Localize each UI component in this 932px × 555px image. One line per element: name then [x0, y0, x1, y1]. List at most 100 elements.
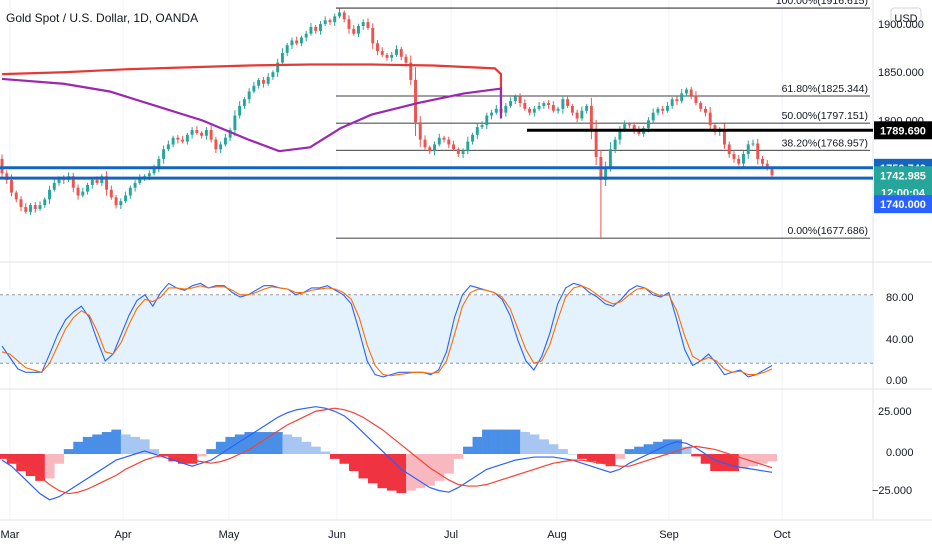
candle	[337, 8, 341, 19]
candle	[452, 140, 456, 152]
candle	[761, 156, 764, 168]
candle	[447, 136, 451, 149]
candle	[271, 70, 275, 80]
candle	[390, 52, 394, 62]
fib-level[interactable]: 100.00%(1916.615)	[336, 0, 870, 9]
candle	[285, 42, 289, 57]
candle	[656, 106, 660, 116]
fib-level-label: 100.00%(1916.615)	[776, 0, 868, 7]
candle	[328, 18, 332, 26]
candle	[423, 135, 427, 150]
candle	[689, 86, 693, 100]
candle	[204, 127, 208, 140]
macd-histogram-bar	[177, 454, 188, 464]
macd-histogram-bar	[63, 449, 74, 454]
price-badge-label: 1789.690	[880, 125, 926, 137]
fib-level[interactable]: 61.80%(1825.344)	[336, 83, 870, 97]
candle	[114, 195, 118, 209]
candle	[409, 55, 413, 86]
macd-histogram-bar	[396, 454, 407, 494]
candle	[547, 100, 551, 109]
support-resistance-lines[interactable]	[0, 128, 873, 180]
candle	[133, 180, 137, 192]
macd-histogram-bar	[567, 454, 578, 455]
candle	[504, 102, 508, 117]
time-tick-label: Oct	[773, 529, 790, 541]
currency-label: USD	[894, 13, 917, 25]
macd-histogram-bar	[767, 454, 778, 462]
macd-histogram-bar	[425, 454, 435, 486]
candle	[442, 135, 446, 143]
fib-level-label: 38.20%(1768.957)	[782, 137, 868, 149]
macd-histogram-bar	[196, 454, 207, 457]
candle	[209, 125, 213, 143]
candle	[171, 135, 175, 148]
stochastic-axis[interactable]: 80.00 40.00 0.00	[886, 292, 914, 387]
fib-level[interactable]: 50.00%(1797.151)	[336, 110, 870, 124]
candle	[399, 46, 403, 61]
price-badge-label: 1740.000	[880, 199, 926, 211]
price-badge: 1742.985	[874, 166, 932, 185]
macd-histogram-bar	[748, 454, 759, 467]
candle	[247, 88, 251, 104]
candle	[371, 23, 375, 49]
macd-histogram-bar	[263, 432, 274, 454]
candle	[737, 155, 741, 166]
price-pane[interactable]: 100.00%(1916.615) 61.80%(1825.344) 50.00%(…	[0, 0, 873, 239]
macd-histogram-bar	[529, 434, 540, 454]
candle	[490, 109, 494, 120]
macd-tick-label: −25.000	[872, 485, 912, 497]
macd-histogram-bar	[548, 444, 559, 454]
time-axis[interactable]: Mar Apr May Jun Jul Aug Sep Oct	[1, 529, 791, 541]
candle	[233, 110, 237, 137]
candle	[627, 122, 631, 129]
candle	[471, 132, 475, 145]
candle	[333, 13, 337, 26]
macd-histogram-bar	[111, 429, 122, 454]
candle	[746, 140, 750, 159]
macd-histogram-bar	[291, 436, 302, 454]
macd-histogram-bar	[672, 439, 682, 454]
macd-pane[interactable]	[0, 406, 778, 501]
symbol-title[interactable]: Gold Spot / U.S. Dollar, 1D, OANDA	[6, 11, 198, 25]
stochastic-tick-label: 80.00	[886, 292, 914, 304]
stochastic-pane[interactable]	[0, 282, 873, 378]
candle	[38, 201, 42, 211]
candle	[480, 121, 484, 130]
price-axis[interactable]: 1900.000 1850.000 1800.000	[878, 19, 924, 127]
macd-axis[interactable]: 25.000 0.000 −25.000	[872, 406, 914, 497]
candle	[48, 185, 52, 205]
fib-level[interactable]: 0.00%(1677.686)	[336, 225, 870, 239]
candle	[722, 123, 726, 149]
candle	[342, 10, 346, 23]
candle	[414, 67, 417, 136]
candle	[708, 106, 712, 129]
macd-histogram-bar	[710, 454, 721, 472]
candle	[742, 151, 745, 168]
candle	[485, 112, 489, 130]
candle	[494, 104, 498, 115]
macd-histogram-bar	[472, 436, 483, 454]
candle	[561, 95, 565, 114]
macd-histogram-bar	[187, 454, 198, 464]
candle	[200, 130, 204, 139]
candlestick-series	[0, 8, 774, 238]
macd-histogram-bar	[653, 441, 663, 454]
macd-histogram-bar	[624, 449, 635, 454]
fib-level-label: 61.80%(1825.344)	[782, 83, 868, 95]
candle	[261, 77, 265, 88]
macd-histogram-bar	[577, 454, 587, 459]
candle	[675, 96, 679, 105]
macd-histogram-bar	[634, 446, 644, 454]
macd-histogram-bar	[130, 436, 141, 454]
candle	[551, 101, 555, 113]
fibonacci-retracement[interactable]: 100.00%(1916.615) 61.80%(1825.344) 50.00%(…	[336, 0, 870, 239]
candle	[33, 202, 37, 213]
fib-level[interactable]: 38.20%(1768.957)	[336, 137, 870, 151]
macd-histogram-bar	[301, 441, 312, 454]
candle	[276, 58, 280, 78]
currency-button[interactable]: USD	[890, 7, 922, 28]
macd-histogram-bar	[101, 432, 112, 454]
macd-tick-label: 25.000	[878, 406, 912, 418]
